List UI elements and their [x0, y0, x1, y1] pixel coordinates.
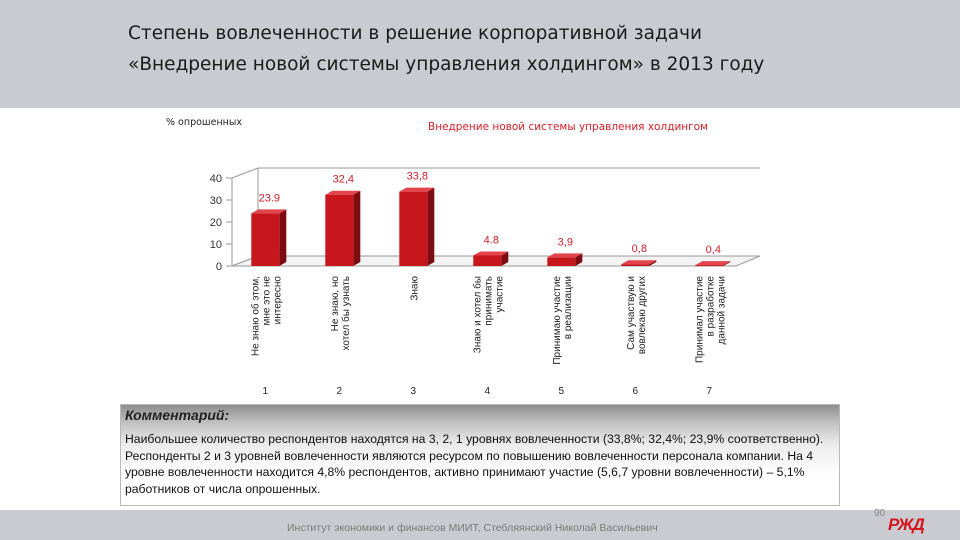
- category-label: Не знаю об этом,мне это неинтересно: [249, 276, 283, 357]
- bar-top: [473, 251, 509, 256]
- category-number: 4: [485, 386, 491, 397]
- bar-value-label: 0,8: [632, 243, 647, 255]
- bar-side: [649, 260, 657, 266]
- bar-top: [621, 260, 657, 265]
- bar: [325, 194, 354, 266]
- y-tick-label: 10: [210, 239, 222, 251]
- slide-header: Степень вовлеченности в решение корпорат…: [0, 0, 960, 108]
- bar-top: [399, 187, 435, 192]
- category-number: 3: [411, 386, 417, 397]
- bar: [399, 191, 428, 266]
- bar-value-label: 23.9: [259, 192, 280, 204]
- bar-side: [501, 251, 509, 266]
- category-number: 5: [559, 386, 565, 397]
- bar-value-label: 0,4: [706, 244, 721, 256]
- bar-top: [695, 261, 731, 266]
- chart-area: 0 10 20 30 40 % опрошенных Внедрение новой сис…: [0, 108, 960, 404]
- y-tick-label: 30: [210, 195, 222, 207]
- category-label: Знаю: [409, 276, 420, 301]
- comment-box: Комментарий: Наибольшее количество респо…: [120, 404, 840, 506]
- y-tick-label: 0: [216, 261, 222, 273]
- bar-value-label: 32,4: [333, 174, 354, 186]
- rzd-logo-icon: РЖД: [888, 515, 925, 534]
- bar: [251, 213, 280, 266]
- category-number: 7: [707, 386, 713, 397]
- bar-top: [251, 209, 287, 214]
- category-number: 2: [337, 386, 343, 397]
- footer-text: Институт экономики и финансов МИИТ, Стеб…: [287, 522, 658, 534]
- bar: [547, 257, 576, 266]
- bar: [473, 255, 502, 266]
- bar-side: [279, 209, 287, 266]
- comment-heading: Комментарий:: [125, 407, 230, 423]
- slide-title: Степень вовлеченности в решение корпорат…: [128, 18, 908, 80]
- bar-top: [547, 253, 583, 258]
- category-number: 6: [633, 386, 639, 397]
- category-number: 1: [263, 386, 269, 397]
- bar-value-label: 4.8: [484, 234, 499, 246]
- slide-footer: Институт экономики и финансов МИИТ, Стеб…: [0, 510, 960, 540]
- bar-side: [575, 253, 583, 266]
- bar-chart: 0 10 20 30 40 % опрошенных Внедрение новой сис…: [166, 117, 761, 397]
- category-label: Сам участвую ивовлекаю других: [626, 276, 648, 354]
- y-tick-label: 20: [210, 217, 222, 229]
- slide-title-line-2: «Внедрение новой системы управления холд…: [128, 54, 765, 75]
- bar-value-label: 33,8: [407, 171, 428, 183]
- bar-side: [427, 187, 435, 266]
- y-axis-label: % опрошенных: [166, 117, 242, 128]
- svg-text:РЖД: РЖД: [888, 515, 924, 534]
- bar: [695, 265, 724, 267]
- bar-side: [723, 261, 731, 266]
- bar-top: [325, 190, 361, 195]
- chart-title: Внедрение новой системы управления холди…: [428, 121, 708, 133]
- category-label: Знаю и хотел быприниматьучастие: [471, 276, 505, 354]
- page-number: 90: [874, 508, 886, 519]
- category-label: Принимаю участиев реализации: [552, 276, 574, 365]
- bar-side: [353, 190, 361, 266]
- category-label: Принимал участиев разработкеданной задач…: [694, 276, 727, 363]
- comment-text: Наибольшее количество респондентов наход…: [125, 432, 824, 496]
- bar-value-label: 3,9: [558, 236, 573, 248]
- category-label: Не знаю, нохотел бы узнать: [330, 276, 352, 351]
- bar: [621, 264, 650, 266]
- y-tick-label: 40: [210, 173, 222, 185]
- slide-title-line-1: Степень вовлеченности в решение корпорат…: [128, 23, 703, 44]
